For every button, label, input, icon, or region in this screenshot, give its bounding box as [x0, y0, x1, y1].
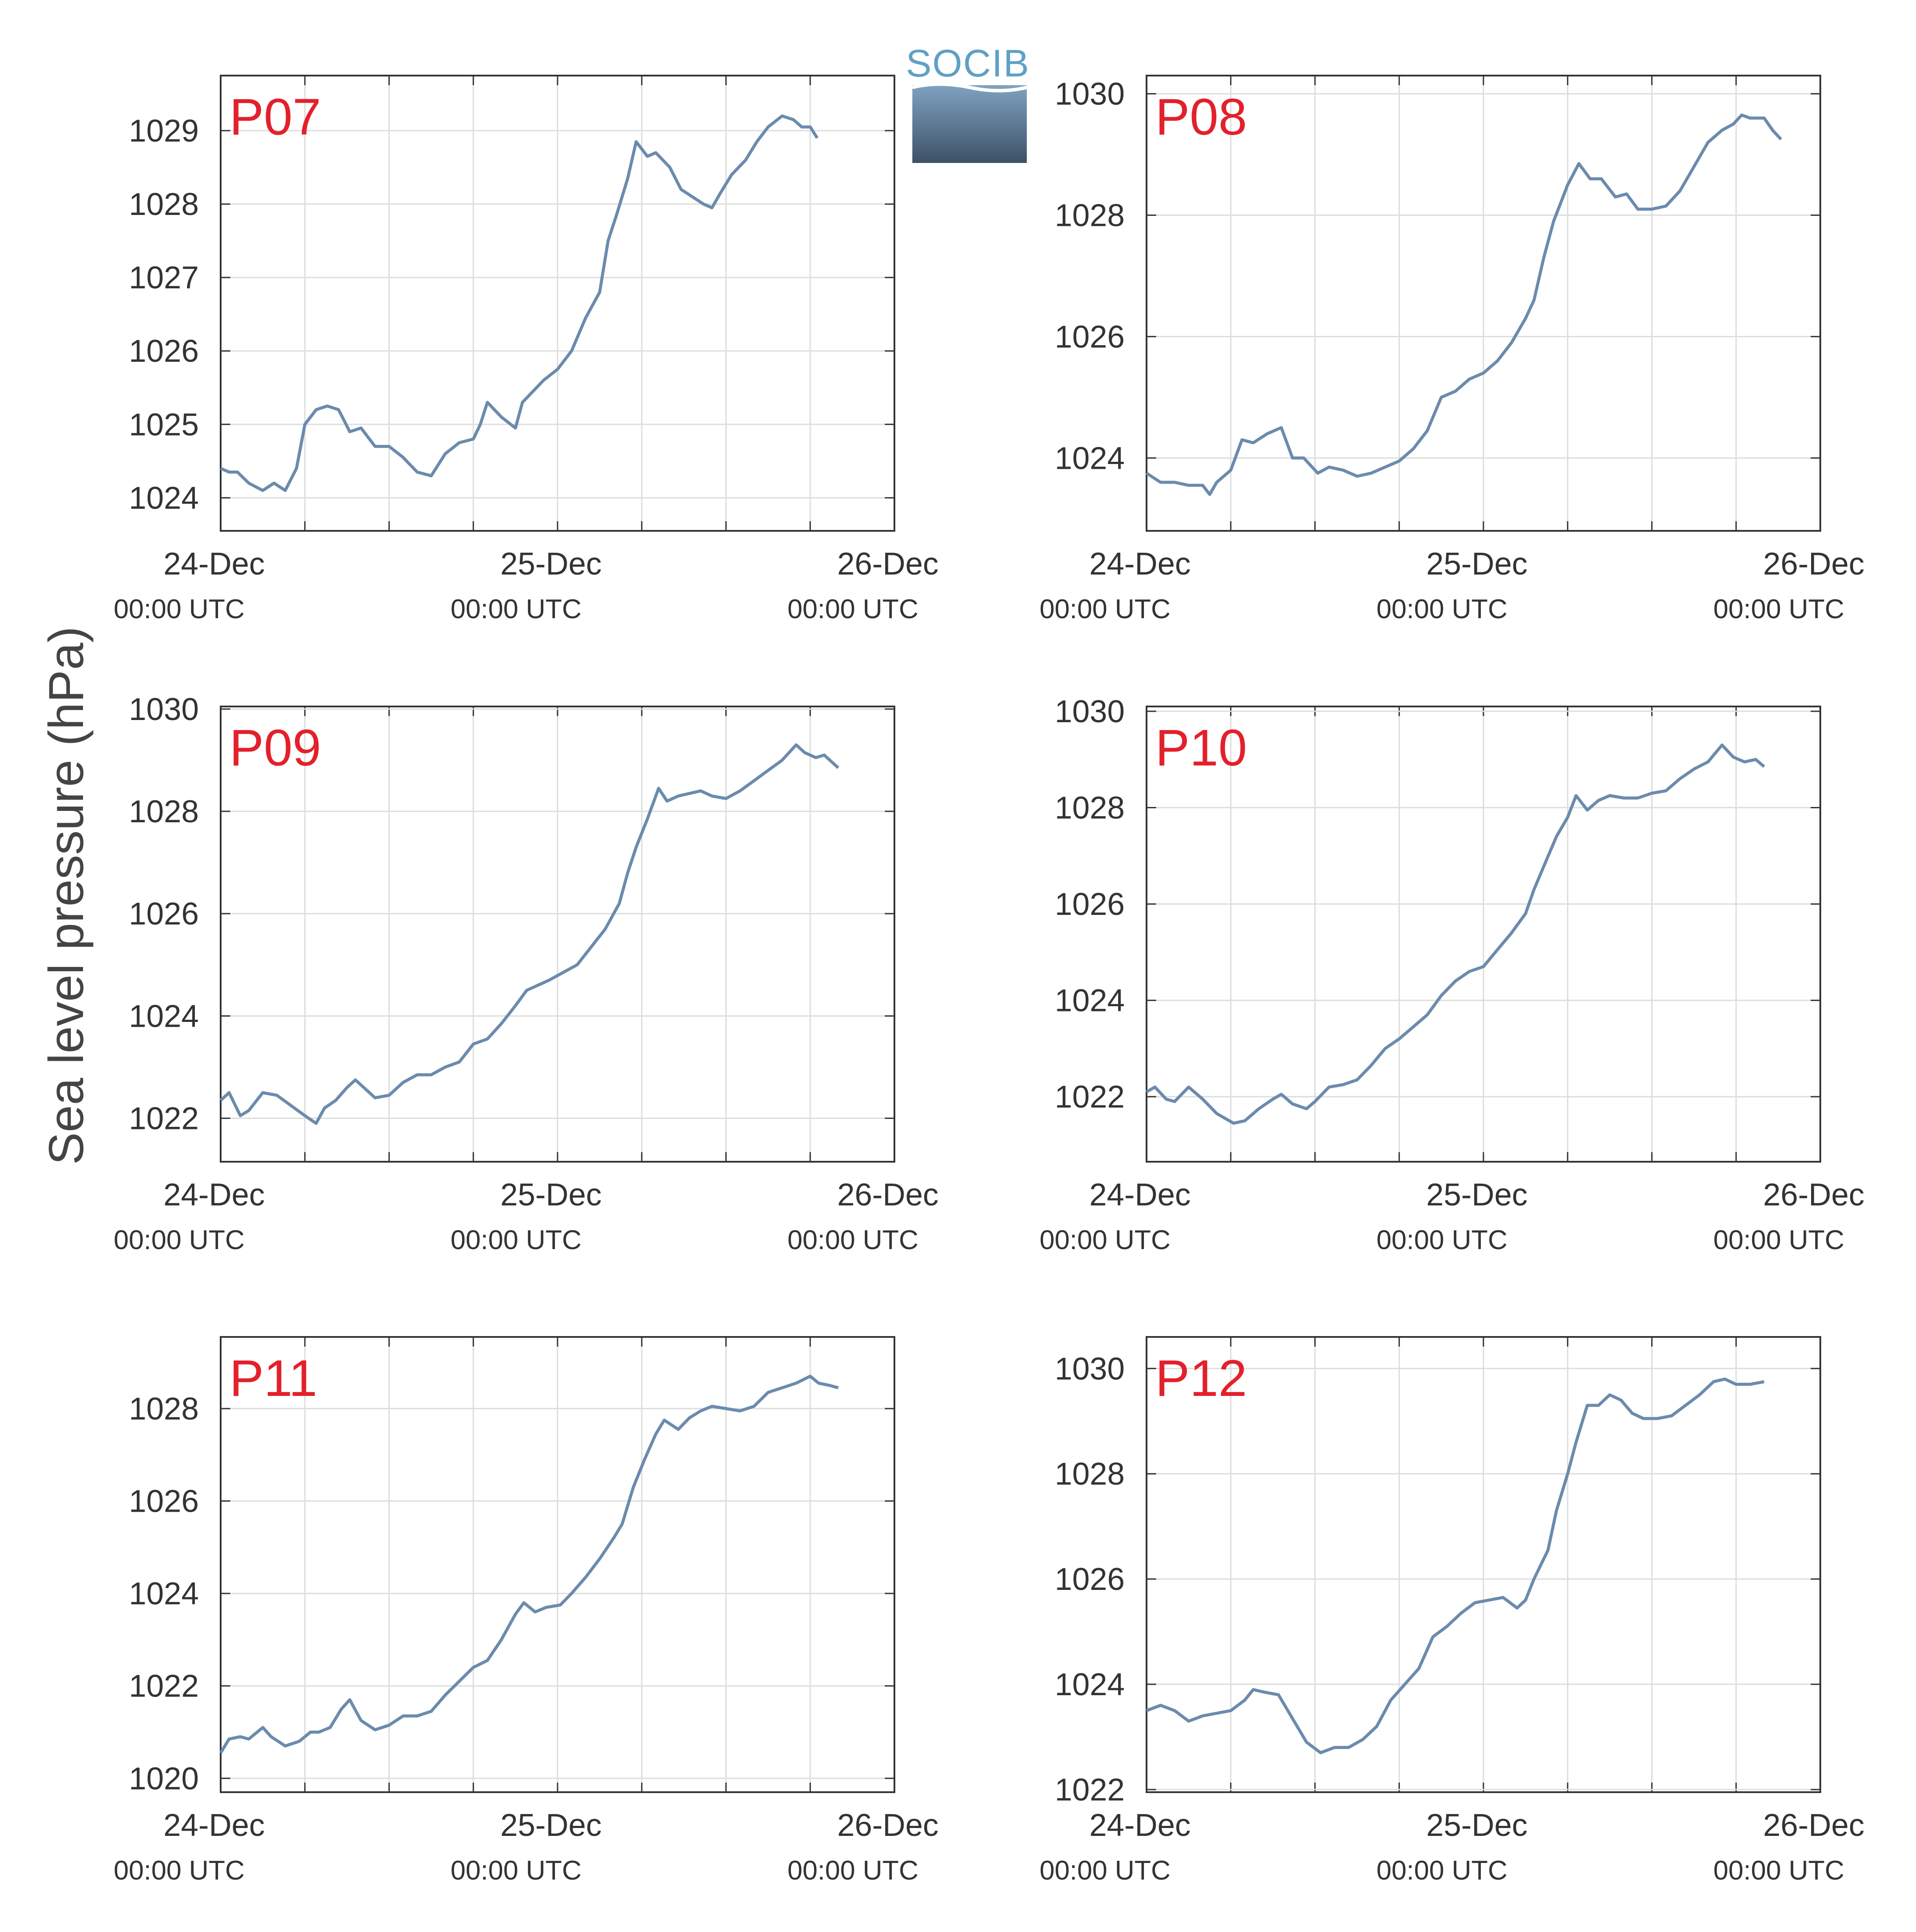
station-label: P10	[1155, 719, 1247, 777]
x-tick-label-day: 26-Dec	[1763, 547, 1864, 582]
x-tick-label-day: 26-Dec	[837, 1808, 939, 1843]
x-tick-label-day: 25-Dec	[1426, 1808, 1528, 1843]
series-line-p07	[220, 114, 819, 492]
panels: 1024 1025 1026 1027 1028 1029 24-Dec 00:00 UTC 2…	[114, 75, 1864, 1886]
x-tick-label-day: 24-Dec	[1089, 547, 1191, 582]
station-label: P08	[1155, 88, 1247, 146]
x-tick-label-day: 25-Dec	[500, 1808, 602, 1843]
x-tick-label-time: 00:00 UTC	[1713, 1225, 1844, 1255]
plot-frame	[1146, 1336, 1821, 1793]
y-tick-label: 1028	[129, 1392, 199, 1426]
panel-p11: 1020 1022 1024 1026 1028 24-Dec 00:00 UTC 25-De…	[114, 1336, 939, 1886]
panel-p07: 1024 1025 1026 1027 1028 1029 24-Dec 00:00 UTC 2…	[114, 75, 939, 624]
series-line-p12	[1146, 1377, 1765, 1755]
x-tick-label-time: 00:00 UTC	[1376, 594, 1507, 624]
y-tick-label: 1030	[129, 692, 199, 727]
y-axis-label: Sea level pressure (hPa)	[39, 627, 94, 1165]
x-tick-label-day: 26-Dec	[837, 547, 939, 582]
y-tick-label: 1024	[129, 999, 199, 1034]
y-tick-label: 1025	[129, 407, 199, 442]
y-tick-label: 1026	[1055, 887, 1125, 922]
x-tick-label-day: 24-Dec	[163, 547, 265, 582]
x-tick-label-time: 00:00 UTC	[450, 1225, 582, 1255]
x-tick-label-time: 00:00 UTC	[1039, 594, 1171, 624]
y-tick-label: 1022	[129, 1669, 199, 1704]
logo-text: SOCIB	[906, 42, 1030, 85]
station-label: P07	[229, 88, 321, 146]
x-tick-label-time: 00:00 UTC	[1713, 594, 1844, 624]
x-tick-label-day: 26-Dec	[1763, 1808, 1864, 1843]
y-tick-label: 1024	[129, 481, 199, 516]
y-tick-label: 1030	[1055, 1351, 1125, 1386]
y-tick-label: 1026	[129, 334, 199, 369]
y-tick-label: 1028	[129, 187, 199, 222]
plot-frame	[220, 706, 895, 1163]
x-tick-label-time: 00:00 UTC	[787, 1856, 918, 1886]
series-line-p11	[219, 1375, 839, 1754]
plot-frame	[1146, 75, 1821, 532]
x-tick-label-day: 25-Dec	[500, 1177, 602, 1212]
x-tick-label-day: 24-Dec	[1089, 1177, 1191, 1212]
y-tick-label: 1026	[129, 897, 199, 931]
logo-water-block	[912, 85, 1027, 163]
x-tick-label-time: 00:00 UTC	[450, 594, 582, 624]
y-tick-label: 1028	[1055, 791, 1125, 826]
y-tick-label: 1022	[129, 1101, 199, 1136]
x-tick-label-time: 00:00 UTC	[1713, 1856, 1844, 1886]
y-tick-label: 1028	[1055, 198, 1125, 233]
x-tick-label-time: 00:00 UTC	[1039, 1225, 1171, 1255]
y-tick-label: 1026	[129, 1484, 199, 1519]
x-tick-label-day: 26-Dec	[837, 1177, 939, 1212]
y-tick-label: 1024	[1055, 441, 1125, 476]
series-line-p09	[219, 743, 839, 1125]
station-label: P11	[229, 1350, 317, 1407]
x-tick-label-day: 26-Dec	[1763, 1177, 1864, 1212]
y-tick-label: 1028	[129, 794, 199, 829]
x-tick-label-time: 00:00 UTC	[787, 1225, 918, 1255]
x-tick-label-day: 24-Dec	[163, 1177, 265, 1212]
x-tick-label-time: 00:00 UTC	[787, 594, 918, 624]
y-tick-label: 1020	[129, 1761, 199, 1796]
x-tick-label-day: 24-Dec	[1089, 1808, 1191, 1843]
y-tick-label: 1022	[1055, 1080, 1125, 1115]
y-tick-label: 1026	[1055, 1562, 1125, 1597]
station-label: P12	[1155, 1350, 1247, 1407]
y-tick-label: 1030	[1055, 77, 1125, 112]
x-tick-label-time: 00:00 UTC	[1376, 1225, 1507, 1255]
x-tick-label-day: 25-Dec	[1426, 547, 1528, 582]
y-tick-label: 1029	[129, 114, 199, 149]
y-tick-label: 1022	[1055, 1773, 1125, 1807]
x-tick-label-time: 00:00 UTC	[1376, 1856, 1507, 1886]
x-tick-label-day: 24-Dec	[163, 1808, 265, 1843]
series-line-p10	[1146, 743, 1765, 1125]
y-tick-label: 1028	[1055, 1457, 1125, 1492]
plot-frame	[1146, 706, 1821, 1163]
x-tick-label-time: 00:00 UTC	[114, 1225, 245, 1255]
panel-p09: 1022 1024 1026 1028 1030 24-Dec 00:00 UTC 25-De…	[114, 692, 939, 1255]
socib-logo: SOCIB	[906, 42, 1030, 163]
y-tick-label: 1027	[129, 260, 199, 295]
x-tick-label-day: 25-Dec	[500, 547, 602, 582]
panel-p08: 1024 1026 1028 1030 24-Dec 00:00 UTC 25-Dec 00:…	[1039, 75, 1864, 624]
y-tick-label: 1026	[1055, 319, 1125, 354]
x-tick-label-time: 00:00 UTC	[1039, 1856, 1171, 1886]
logo-wave	[912, 82, 1027, 93]
panel-p10: 1022 1024 1026 1028 1030 24-Dec 00:00 UTC 25-De…	[1039, 694, 1864, 1255]
panel-p12: 1022 1024 1026 1028 1030 24-Dec 00:00 UTC 25-De…	[1039, 1336, 1864, 1886]
x-tick-label-time: 00:00 UTC	[114, 594, 245, 624]
x-tick-label-day: 25-Dec	[1426, 1177, 1528, 1212]
y-tick-label: 1024	[1055, 1667, 1125, 1702]
x-tick-label-time: 00:00 UTC	[450, 1856, 582, 1886]
series-line-p08	[1146, 113, 1782, 496]
y-tick-label: 1024	[129, 1576, 199, 1611]
y-tick-label: 1030	[1055, 694, 1125, 729]
plot-frame	[220, 75, 895, 532]
plot-frame	[220, 1336, 895, 1793]
y-tick-label: 1024	[1055, 983, 1125, 1018]
station-label: P09	[229, 719, 321, 777]
x-tick-label-time: 00:00 UTC	[114, 1856, 245, 1886]
